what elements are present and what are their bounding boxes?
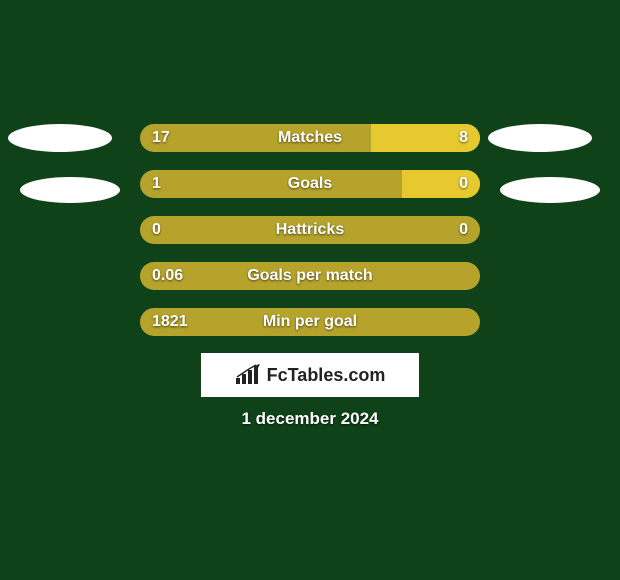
stat-fill-right — [402, 170, 480, 198]
stat-track — [140, 124, 480, 152]
brand-text: FcTables.com — [267, 365, 386, 386]
stat-row: 10Goals — [0, 170, 620, 198]
stat-row: 1821Min per goal — [0, 308, 620, 336]
stat-value-left: 1 — [152, 170, 161, 198]
stat-value-left: 1821 — [152, 308, 188, 336]
stat-row: 00Hattricks — [0, 216, 620, 244]
stat-value-left: 0 — [152, 216, 161, 244]
stat-track — [140, 262, 480, 290]
stat-value-right: 8 — [459, 124, 468, 152]
stat-track — [140, 308, 480, 336]
bars-icon — [235, 364, 261, 386]
stat-value-right: 0 — [459, 216, 468, 244]
stat-value-right: 0 — [459, 170, 468, 198]
stat-rows: 178Matches10Goals00Hattricks0.06Goals pe… — [0, 124, 620, 354]
comparison-infographic: Gómez Valverde vs Garita Valverde Club c… — [0, 0, 620, 580]
brand-link[interactable]: FcTables.com — [201, 353, 419, 397]
stat-track — [140, 170, 480, 198]
date-label: 1 december 2024 — [0, 409, 620, 429]
stat-track — [140, 216, 480, 244]
stat-value-left: 0.06 — [152, 262, 183, 290]
stat-value-left: 17 — [152, 124, 170, 152]
stat-row: 178Matches — [0, 124, 620, 152]
stat-row: 0.06Goals per match — [0, 262, 620, 290]
